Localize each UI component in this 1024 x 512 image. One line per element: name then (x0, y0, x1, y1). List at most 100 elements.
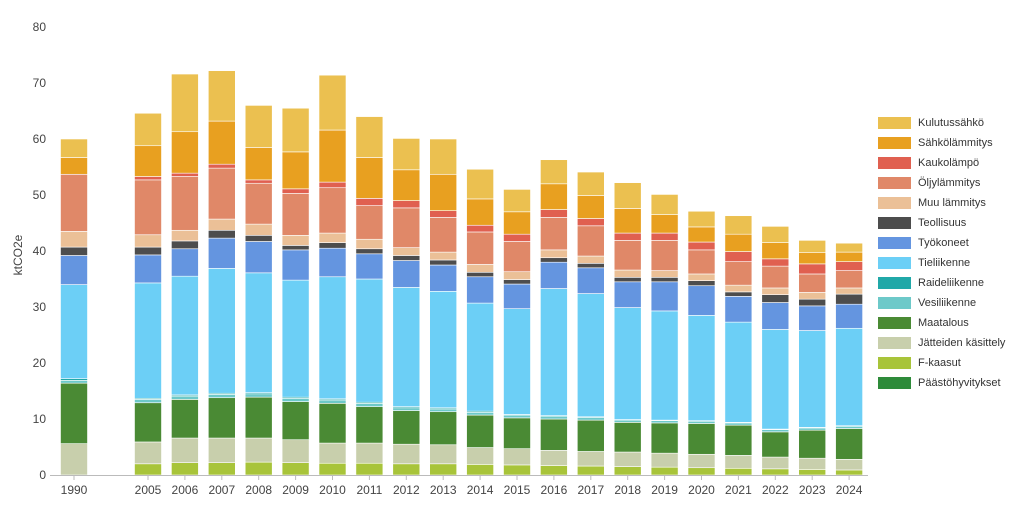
bar-segment[interactable] (576, 451, 605, 467)
bar-segment[interactable] (318, 187, 347, 234)
bar-segment[interactable] (576, 255, 605, 264)
bar-segment[interactable] (171, 395, 199, 400)
bar-segment[interactable] (613, 277, 642, 283)
bar-segment[interactable] (60, 255, 88, 285)
legend-item[interactable]: F-kaasut (878, 353, 1018, 373)
bar-segment[interactable] (835, 270, 863, 289)
bar-segment[interactable] (281, 462, 310, 476)
bar-segment[interactable] (134, 246, 162, 256)
bar-segment[interactable] (208, 167, 236, 220)
legend-item[interactable]: Työkoneet (878, 233, 1018, 253)
bar-segment[interactable] (503, 417, 531, 449)
legend-item[interactable]: Kulutussähkö (878, 113, 1018, 133)
legend-item[interactable]: Tieliikenne (878, 253, 1018, 273)
bar-segment[interactable] (835, 327, 863, 427)
bar-segment[interactable] (761, 302, 790, 330)
bar-segment[interactable] (318, 74, 347, 131)
bar-segment[interactable] (244, 179, 273, 184)
bar-segment[interactable] (761, 429, 790, 433)
bar-segment[interactable] (761, 456, 790, 470)
bar-segment[interactable] (244, 182, 273, 225)
bar-segment[interactable] (761, 294, 790, 303)
bar-segment[interactable] (208, 397, 236, 439)
bar-segment[interactable] (244, 105, 273, 148)
bar-segment[interactable] (208, 268, 236, 394)
bar-segment[interactable] (60, 382, 88, 444)
legend-item[interactable]: Vesiliikenne (878, 293, 1018, 313)
bar-segment[interactable] (761, 242, 790, 260)
bar-segment[interactable] (835, 293, 863, 305)
bar-segment[interactable] (208, 218, 236, 231)
bar-segment[interactable] (318, 129, 347, 183)
bar-segment[interactable] (60, 231, 88, 248)
bar-segment[interactable] (540, 261, 568, 289)
bar-segment[interactable] (798, 330, 827, 428)
bar-segment[interactable] (503, 211, 531, 235)
bar-segment[interactable] (281, 188, 310, 194)
bar-segment[interactable] (576, 267, 605, 294)
bar-segment[interactable] (60, 284, 88, 379)
bar-segment[interactable] (650, 214, 679, 234)
bar-segment[interactable] (208, 394, 236, 399)
bar-segment[interactable] (503, 414, 531, 419)
bar-segment[interactable] (540, 465, 568, 476)
bar-segment[interactable] (466, 231, 494, 265)
bar-segment[interactable] (134, 145, 162, 177)
bar-segment[interactable] (466, 271, 494, 278)
bar-segment[interactable] (576, 218, 605, 227)
bar-segment[interactable] (392, 407, 421, 411)
bar-segment[interactable] (650, 452, 679, 468)
bar-segment[interactable] (613, 281, 642, 308)
bar-segment[interactable] (724, 251, 753, 262)
bar-segment[interactable] (466, 302, 494, 412)
bar-segment[interactable] (576, 293, 605, 418)
bar-segment[interactable] (650, 194, 679, 215)
bar-segment[interactable] (429, 217, 458, 253)
bar-segment[interactable] (613, 307, 642, 420)
bar-segment[interactable] (540, 183, 568, 210)
bar-segment[interactable] (429, 173, 458, 211)
bar-segment[interactable] (429, 291, 458, 409)
bar-segment[interactable] (540, 288, 568, 416)
bar-segment[interactable] (576, 263, 605, 269)
bar-segment[interactable] (576, 419, 605, 452)
bar-segment[interactable] (576, 225, 605, 257)
bar-segment[interactable] (503, 308, 531, 415)
bar-segment[interactable] (355, 205, 384, 240)
bar-segment[interactable] (171, 73, 199, 133)
bar-segment[interactable] (281, 151, 310, 190)
bar-segment[interactable] (576, 465, 605, 476)
bar-segment[interactable] (318, 399, 347, 404)
bar-segment[interactable] (466, 464, 494, 476)
bar-segment[interactable] (687, 467, 716, 476)
bar-segment[interactable] (318, 242, 347, 249)
bar-segment[interactable] (392, 287, 421, 407)
bar-segment[interactable] (244, 272, 273, 393)
bar-segment[interactable] (724, 291, 753, 297)
bar-segment[interactable] (761, 431, 790, 458)
bar-segment[interactable] (650, 422, 679, 454)
bar-segment[interactable] (503, 464, 531, 476)
bar-segment[interactable] (171, 240, 199, 250)
bar-segment[interactable] (687, 210, 716, 228)
bar-segment[interactable] (429, 138, 458, 175)
bar-segment[interactable] (171, 275, 199, 396)
legend-item[interactable]: Sähkölämmitys (878, 133, 1018, 153)
bar-segment[interactable] (687, 315, 716, 421)
bar-segment[interactable] (244, 147, 273, 181)
bar-segment[interactable] (761, 329, 790, 430)
bar-segment[interactable] (798, 263, 827, 275)
bar-segment[interactable] (687, 285, 716, 316)
bar-segment[interactable] (355, 238, 384, 250)
bar-segment[interactable] (318, 181, 347, 189)
bar-segment[interactable] (835, 303, 863, 329)
bar-segment[interactable] (392, 169, 421, 201)
bar-segment[interactable] (171, 131, 199, 174)
bar-segment[interactable] (318, 442, 347, 464)
bar-segment[interactable] (687, 249, 716, 275)
bar-segment[interactable] (761, 265, 790, 289)
bar-segment[interactable] (60, 380, 88, 384)
legend-item[interactable]: Päästöhyvitykset (878, 373, 1018, 393)
bar-segment[interactable] (60, 173, 88, 232)
legend-item[interactable]: Muu lämmitys (878, 193, 1018, 213)
